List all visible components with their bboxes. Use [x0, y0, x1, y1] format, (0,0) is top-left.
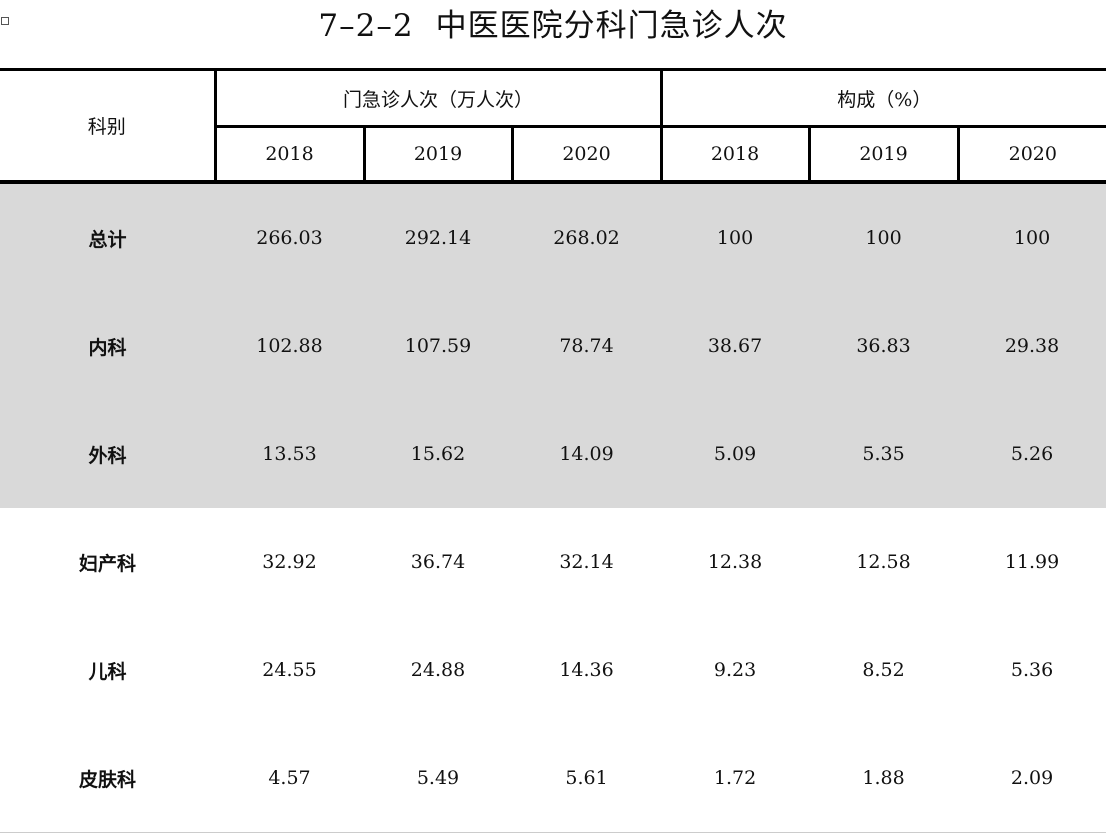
table-cell: 24.88: [410, 659, 466, 681]
corner-header: 科别: [87, 116, 126, 138]
table-cell: 29.38: [958, 292, 1106, 400]
year-header: 2019: [362, 126, 512, 182]
table-cell: 8.52: [862, 659, 905, 681]
title-text: 中医医院分科门急诊人次: [435, 8, 788, 44]
table-cell: 100: [809, 182, 959, 292]
table-row: 妇产科 32.92 36.74 32.14 12.38 12.58 11.99: [0, 508, 1106, 616]
year-header: 2018: [659, 126, 810, 182]
table-cell: 36.74: [410, 551, 466, 573]
group-header-share: 构成（%）: [659, 69, 1106, 128]
row-label: 总计: [0, 182, 215, 292]
table-cell: 107.59: [364, 292, 512, 400]
table-cell: 266.03: [215, 182, 364, 292]
anchor-marker-icon: [1, 17, 9, 25]
table-cell: 5.35: [809, 400, 959, 508]
year-header: 2019: [807, 126, 959, 182]
table-cell: 292.14: [364, 182, 512, 292]
row-label: 外科: [0, 400, 215, 508]
table-cell: 100: [661, 182, 810, 292]
table-row: 外科 13.53 15.62 14.09 5.09 5.35 5.26: [0, 400, 1106, 508]
table-row: 内科 102.88 107.59 78.74 38.67 36.83 29.38: [0, 292, 1106, 400]
table-cell: 24.55: [262, 659, 317, 681]
table-cell: 12.38: [707, 551, 763, 573]
table-cell: 36.83: [809, 292, 959, 400]
year-header: 2018: [213, 126, 364, 182]
table-cell: 14.09: [512, 400, 662, 508]
table-cell: 5.26: [958, 400, 1106, 508]
table-cell: 13.53: [215, 400, 364, 508]
table-cell: 78.74: [512, 292, 662, 400]
header-row-years: 2018 2019 2020 2018 2019 2020: [0, 126, 1106, 182]
table-row: 总计 266.03 292.14 268.02 100 100 100: [0, 182, 1106, 292]
page-title: 7–2–2 中医医院分科门急诊人次: [0, 5, 1106, 47]
table-cell: 38.67: [661, 292, 810, 400]
table-cell: 15.62: [364, 400, 512, 508]
table-cell: 32.14: [559, 551, 614, 573]
year-header: 2020: [510, 126, 662, 182]
table-cell: 102.88: [215, 292, 364, 400]
table-cell: 100: [958, 182, 1106, 292]
table-cell: 5.49: [364, 724, 512, 833]
table-cell: 5.09: [661, 400, 810, 508]
table-cell: 11.99: [1004, 551, 1060, 573]
table-cell: 32.92: [262, 551, 317, 573]
table-cell: 1.88: [809, 724, 959, 833]
table-cell: 2.09: [958, 724, 1106, 833]
row-label: 内科: [0, 292, 215, 400]
title-number: 7–2–2: [318, 8, 414, 44]
table-cell: 5.61: [512, 724, 662, 833]
table-cell: 5.36: [1010, 659, 1054, 681]
table-cell: 4.57: [215, 724, 364, 833]
table-cell: 14.36: [559, 659, 614, 681]
data-table: 科别 门急诊人次（万人次） 构成（%） 2018 2019 2020 2018 …: [0, 68, 1106, 833]
table-cell: 1.72: [661, 724, 810, 833]
row-label: 儿科: [88, 660, 127, 683]
table-cell: 12.58: [856, 551, 911, 573]
table-cell: 268.02: [512, 182, 662, 292]
row-label: 皮肤科: [0, 724, 215, 833]
row-label: 妇产科: [78, 552, 136, 575]
group-header-visits: 门急诊人次（万人次）: [213, 69, 662, 128]
table-cell: 9.23: [713, 659, 757, 681]
year-header: 2020: [956, 126, 1106, 182]
table-row: 儿科 24.55 24.88 14.36 9.23 8.52 5.36: [0, 616, 1106, 724]
table-row: 皮肤科 4.57 5.49 5.61 1.72 1.88 2.09: [0, 724, 1106, 833]
header-row-groups: 科别 门急诊人次（万人次） 构成（%）: [0, 69, 1106, 138]
